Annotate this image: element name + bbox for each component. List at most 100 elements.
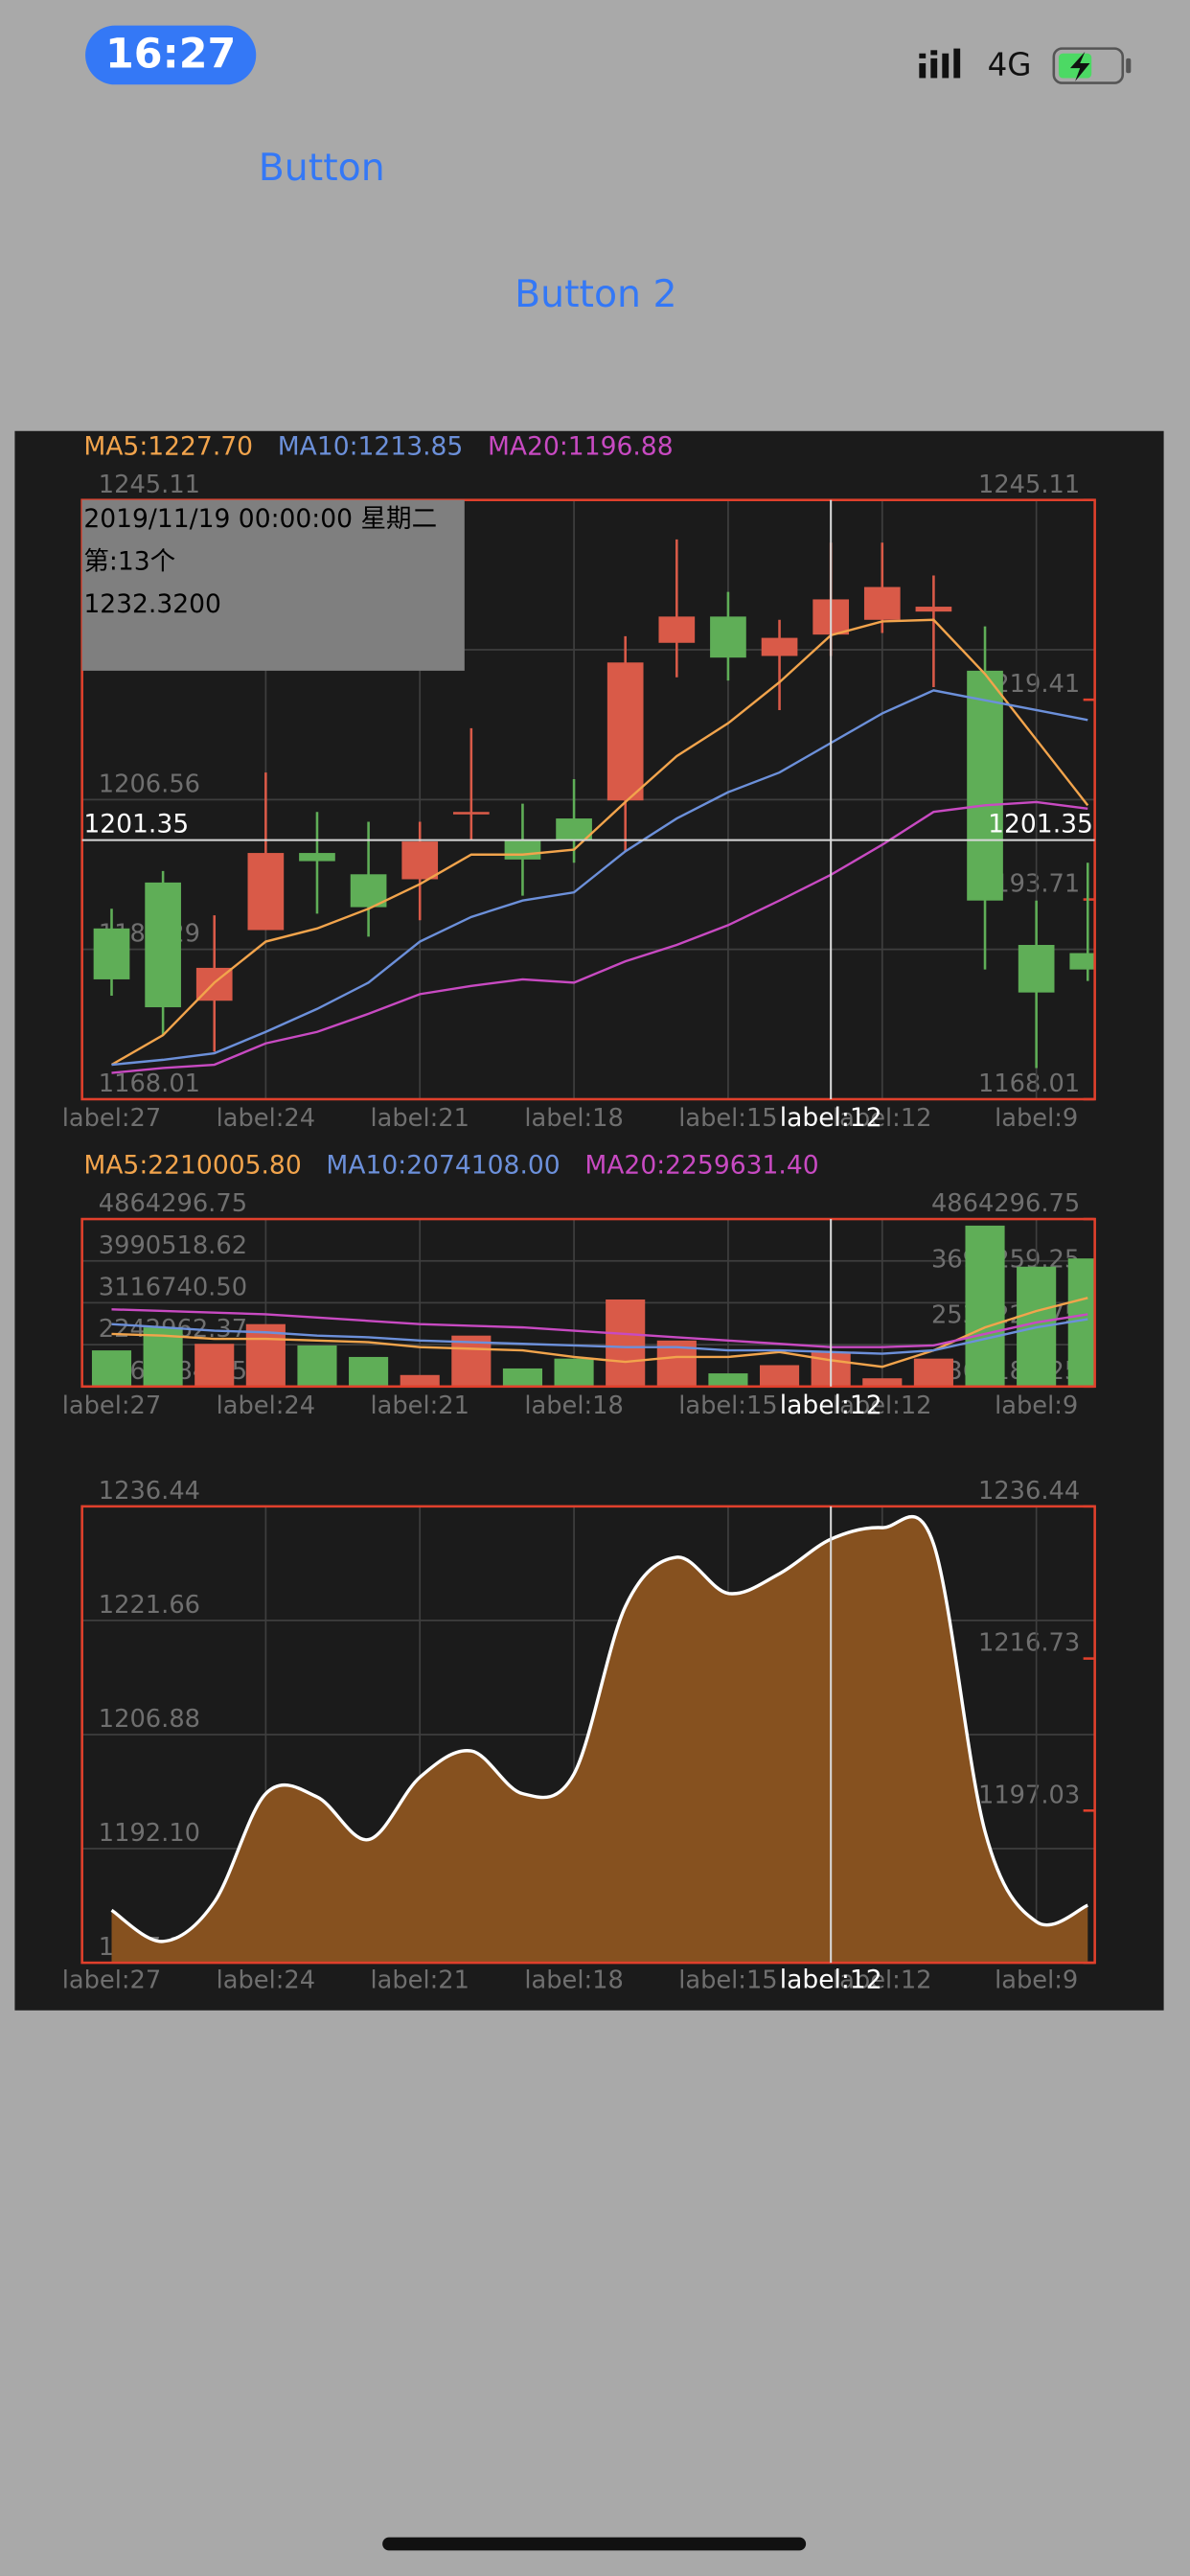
candle-body [247, 853, 285, 931]
x-tick-label: label:12 [833, 1966, 931, 1994]
x-tick-label: label:27 [62, 1966, 161, 1994]
crosshair-label: label:12 [780, 1965, 882, 1994]
x-tick-label: label:18 [524, 1392, 623, 1420]
candle-body [658, 616, 696, 643]
button[interactable]: Button 2 [515, 272, 677, 316]
candle-body [350, 874, 387, 908]
x-tick-label: label:15 [678, 1966, 777, 1994]
tooltip-line: 2019/11/19 00:00:00 星期二 [83, 504, 437, 534]
volume-bar [965, 1225, 1005, 1387]
battery-icon [1052, 47, 1132, 84]
status-time: 16:27 [105, 31, 236, 79]
x-tick-label: label:18 [524, 1104, 623, 1133]
button[interactable]: Button [259, 146, 385, 190]
x-tick-label: label:27 [62, 1392, 161, 1420]
volume-bar [195, 1344, 235, 1387]
volume-bar [451, 1335, 492, 1387]
plot-frame [80, 1505, 1096, 1965]
volume-bar [400, 1374, 440, 1387]
y2-tick-label: 1369184.25 [931, 1357, 1080, 1386]
ma-line [111, 800, 1088, 1074]
x-tick-label: label:18 [524, 1966, 623, 1994]
candle-body [299, 853, 335, 862]
y-tick-label: 1236.44 [99, 1477, 200, 1506]
x-tick-label: label:24 [217, 1966, 315, 1994]
y2-tick-label: 4864296.75 [931, 1189, 1080, 1218]
y2-tick-label: 1197.03 [978, 1781, 1080, 1809]
ma-line [111, 1318, 1088, 1355]
time-pill [85, 25, 257, 85]
x-tick-label: label:24 [217, 1392, 315, 1420]
volume-bar [297, 1345, 337, 1387]
x-tick-label: label:24 [217, 1104, 315, 1133]
ma-line [111, 689, 1088, 1067]
home-indicator [382, 2537, 807, 2551]
candle-body [401, 841, 439, 880]
volume-bar [708, 1373, 748, 1387]
network-type: 4G [988, 46, 1032, 82]
ma-line [111, 1308, 1088, 1348]
volume-bar [606, 1299, 646, 1387]
y-tick-label: 1168.01 [99, 1070, 200, 1098]
candle-body [1069, 953, 1095, 970]
candle-body [556, 818, 592, 840]
candle-body [606, 662, 644, 801]
plot-area [91, 1225, 1095, 1387]
plot-area [93, 539, 1095, 1074]
y-tick-label: 1221.66 [99, 1591, 200, 1620]
candle-body [863, 586, 901, 620]
y-tick-label: 4864296.75 [99, 1189, 247, 1218]
tooltip-box [81, 499, 465, 671]
crosshair-label: label:12 [780, 1103, 882, 1133]
candle-body [915, 607, 952, 612]
legend-entry: MA10:2074108.00 [326, 1151, 560, 1181]
x-tick-label: label:12 [833, 1392, 931, 1420]
x-tick-label: label:21 [370, 1966, 469, 1994]
x-tick-label: label:21 [370, 1392, 469, 1420]
area-fill [111, 1516, 1088, 1964]
legend-entry: MA20:2259631.40 [584, 1151, 818, 1181]
plot-frame [80, 1217, 1096, 1389]
x-tick-label: label:12 [833, 1104, 931, 1133]
candle-body [93, 928, 130, 979]
volume-bar [502, 1368, 543, 1387]
y2-tick-label: 1168.01 [978, 1070, 1080, 1098]
legend-entry: MA20:1196.88 [488, 431, 674, 461]
x-tick-label: label:21 [370, 1104, 469, 1133]
volume-bar [349, 1356, 389, 1387]
volume-bar [245, 1323, 286, 1387]
candle-body [145, 882, 181, 1008]
y-tick-label: 1206.88 [99, 1705, 200, 1734]
x-tick-label: label:27 [62, 1104, 161, 1133]
x-tick-label: label:9 [995, 1966, 1078, 1994]
plot-frame [80, 498, 1096, 1101]
ma-line [110, 618, 1089, 1067]
x-tick-label: label:15 [678, 1392, 777, 1420]
y-tick-label: 1206.56 [99, 770, 200, 798]
volume-bar [759, 1365, 800, 1387]
y-tick-label: 3116740.50 [99, 1274, 247, 1302]
candle-body [1018, 945, 1055, 993]
crosshair-value: 1201.35 [83, 810, 189, 840]
crosshair-value: 1201.35 [988, 810, 1093, 840]
candle-body [761, 637, 798, 656]
volume-bar [862, 1378, 903, 1387]
candle-body [452, 812, 490, 815]
legend-entry: MA5:2210005.80 [83, 1151, 301, 1181]
y2-tick-label: 3699259.25 [931, 1245, 1080, 1274]
candle-body [710, 616, 746, 658]
volume-bar [91, 1350, 132, 1387]
signal-icon [919, 48, 961, 79]
y-tick-label: 3990518.62 [99, 1231, 247, 1260]
plot-area [110, 1515, 1089, 1964]
candle-body [504, 840, 541, 860]
candle-body [967, 670, 1003, 901]
area-line [110, 1515, 1089, 1944]
ma-line [111, 1297, 1088, 1368]
volume-bar [554, 1358, 594, 1387]
x-tick-label: label:9 [995, 1392, 1078, 1420]
y2-tick-label: 1236.44 [978, 1477, 1080, 1506]
volume-bar [913, 1358, 953, 1387]
